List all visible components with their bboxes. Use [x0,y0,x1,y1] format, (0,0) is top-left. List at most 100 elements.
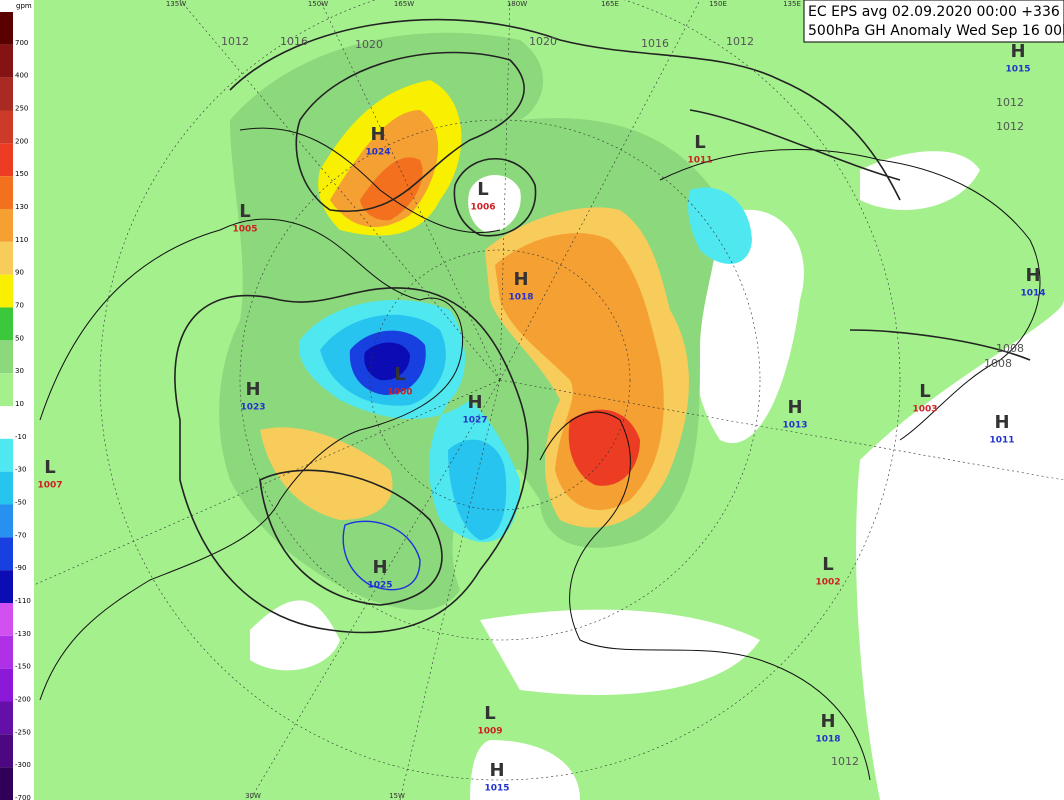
colorbar-label: 130 [15,203,28,211]
colorbar-label: -70 [15,531,26,539]
center-pressure: 1007 [37,481,62,491]
colorbar-label: 250 [15,105,28,113]
colorbar-cell [0,44,13,78]
center-pressure: 1027 [462,416,487,426]
colorbar-label: 90 [15,269,24,277]
center-letter: H [370,124,385,145]
isobar-label: 1012 [996,120,1024,133]
center-pressure: 1025 [367,581,392,591]
center-letter: H [467,392,482,413]
colorbar-label: 200 [15,137,28,145]
colorbar-cell [0,340,13,374]
center-letter: H [489,760,504,781]
center-letter: H [1025,265,1040,286]
colorbar-cell [0,176,13,209]
colorbar-label: 50 [15,334,24,342]
colorbar-label: -150 [15,663,31,671]
longitude-label: 150W [308,0,328,8]
longitude-label: 15W [389,792,405,800]
isobar-label: 1012 [726,35,754,48]
isobar-label: 1012 [831,755,859,768]
center-pressure: 1014 [1020,289,1045,299]
colorbar-cell [0,635,13,669]
colorbar-cell [0,77,13,111]
colorbar-label: 400 [15,72,28,80]
isobar-label: 1016 [280,35,308,48]
center-pressure: 1018 [508,293,533,303]
center-pressure: 1006 [470,203,495,213]
center-pressure: 1005 [232,225,257,235]
colorbar-cell [0,701,13,735]
colorbar-cell [0,504,13,538]
longitude-label: 180W [507,0,527,8]
colorbar-cell [0,307,13,341]
center-pressure: 1011 [989,436,1014,446]
isobar-label: 1020 [529,35,557,48]
center-letter: L [919,381,930,402]
colorbar-cell [0,471,13,505]
colorbar-label: -130 [15,630,31,638]
center-pressure: 1015 [1005,65,1030,75]
colorbar-cell [0,373,13,406]
longitude-label: 135W [166,0,186,8]
center-pressure: 1011 [687,156,712,166]
colorbar-label: -10 [15,433,26,441]
colorbar-cell [0,438,13,472]
anomaly-fill [219,32,1064,800]
subtitle: 500hPa GH Anomaly Wed Sep 16 00h [808,23,1064,39]
center-pressure: 1018 [815,735,840,745]
colorbar-cell [0,209,13,242]
colorbar-cell [0,12,13,45]
colorbar-label: 10 [15,400,24,408]
colorbar-cell [0,603,13,636]
isobar-label: 1008 [996,342,1024,355]
title-box [803,0,1064,43]
colorbar-unit: gpm [16,2,32,10]
center-letter: L [239,201,250,222]
isobar-label: 1008 [984,357,1012,370]
isobar-label: 1012 [996,96,1024,109]
colorbar-label: -90 [15,564,26,572]
center-letter: L [477,179,488,200]
colorbar: gpm 700 400 250 200 150 130 110 90 70 50 30 10 -10 -30… [0,0,34,800]
center-pressure: 1000 [387,388,412,398]
center-pressure: 1002 [815,578,840,588]
center-letter: L [394,364,405,385]
isobars [174,18,1031,634]
colorbar-label: 150 [15,170,28,178]
center-letter: H [994,412,1009,433]
colorbar-cell [0,241,13,275]
longitude-label: 30W [245,792,261,800]
isobar-label: 1020 [355,38,383,51]
center-letter: L [822,554,833,575]
center-letter: H [513,269,528,290]
center-pressure: 1003 [912,405,937,415]
center-pressure: 1024 [365,148,390,158]
pressure-centers: H 1024 L 1006 L 1005 H 1018 L 1000 H 1027 H 1023 L 1007… [37,41,1045,794]
colorbar-cell [0,274,13,308]
colorbar-cell [0,668,13,702]
colorbar-cell [0,537,13,571]
center-letter: L [694,132,705,153]
colorbar-label: -50 [15,499,26,507]
colorbar-cell [0,143,13,177]
colorbar-cell [0,406,13,439]
center-pressure: 1009 [477,727,502,737]
colorbar-label: 30 [15,367,24,375]
coastlines [39,127,1041,781]
center-letter: H [1010,41,1025,62]
colorbar-cell [0,110,13,144]
colorbar-cell [0,570,13,603]
colorbar-label: -30 [15,466,26,474]
colorbar-label: 110 [15,236,28,244]
center-pressure: 1023 [240,403,265,413]
longitude-label: 135E [783,0,801,8]
center-letter: H [820,711,835,732]
colorbar-label: -700 [15,794,31,800]
center-letter: H [245,379,260,400]
isobar-labels: 1012 1016 1020 1020 1016 1012 1012 1012 1008 1008… [166,0,1024,800]
colorbar-cell [0,767,13,800]
